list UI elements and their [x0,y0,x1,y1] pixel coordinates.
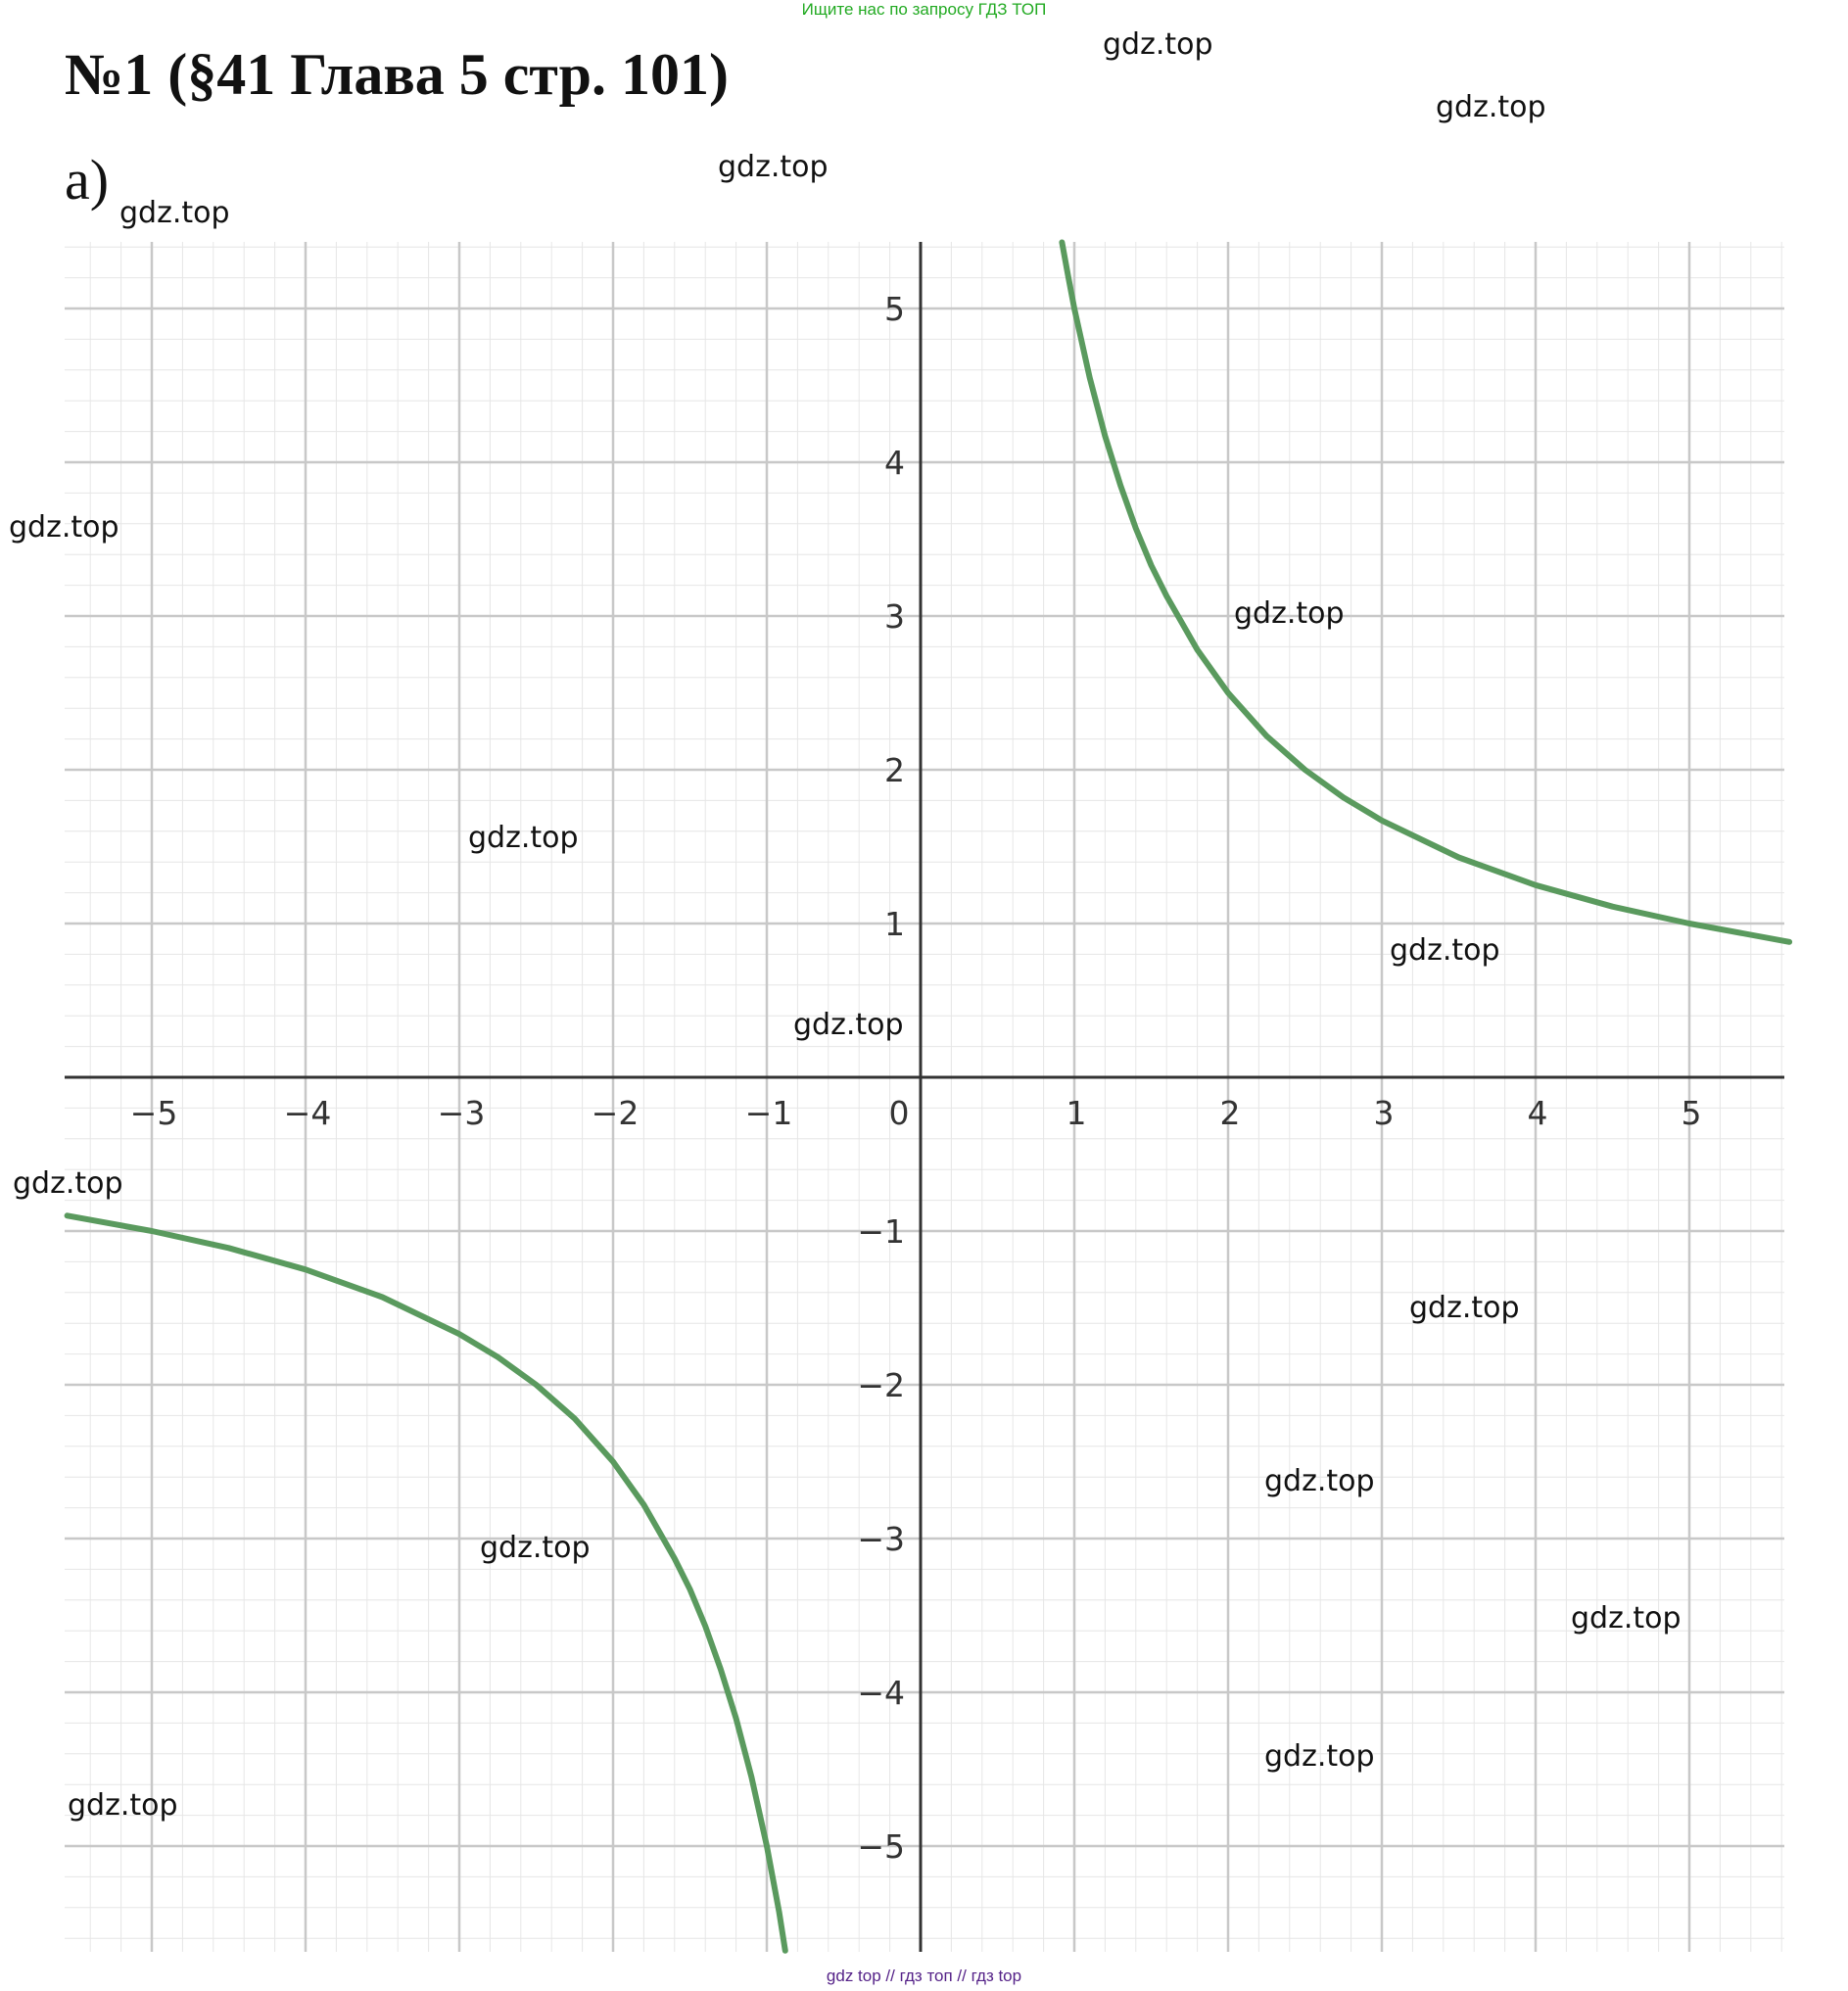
watermark: gdz.top [718,150,829,184]
watermark: gdz.top [68,1788,178,1823]
x-tick-label: −4 [284,1094,332,1132]
watermark: gdz.top [1234,596,1345,631]
x-tick-label: 4 [1528,1094,1548,1132]
x-tick-label: 5 [1682,1094,1702,1132]
x-tick-label: −1 [745,1094,793,1132]
hyperbola-branch-left [64,1212,788,1954]
hyperbola-branch-right [1059,239,1793,945]
part-label: а) [65,148,110,212]
watermark: gdz.top [13,1166,123,1201]
y-tick-label: 3 [884,597,905,636]
watermark: gdz.top [1264,1464,1375,1498]
y-tick-label: −4 [857,1674,905,1712]
y-tick-label: −1 [857,1212,905,1251]
major-grid [65,242,1784,1952]
x-tick-label: −3 [438,1094,486,1132]
watermark: gdz.top [1390,933,1500,968]
watermark: gdz.top [480,1531,591,1565]
watermark: gdz.top [9,510,119,545]
y-tick-label: 4 [884,444,905,482]
bottom-note: gdz top // гдз топ // гдз top [826,1967,1022,1985]
watermark: gdz.top [1436,90,1546,124]
top-note: Ищите нас по запросу ГДЗ ТОП [801,0,1047,19]
x-tick-label: −5 [130,1094,178,1132]
axes [65,242,1784,1952]
x-tick-label: 0 [889,1094,910,1132]
curves [64,239,1793,1954]
watermark: gdz.top [1264,1739,1375,1774]
x-tick-label: 3 [1374,1094,1395,1132]
watermark: gdz.top [793,1008,904,1042]
y-tick-label: 2 [884,751,905,789]
y-tick-label: −3 [857,1520,905,1558]
page-title: №1 (§41 Глава 5 стр. 101) [65,42,729,107]
minor-grid [65,242,1784,1952]
x-tick-label: 1 [1066,1094,1087,1132]
tick-labels: −5 −4 −3 −2 −1 0 1 2 3 4 5 5 4 3 2 1 −1 −2 −3 −4 −5 [130,290,1702,1866]
watermark: gdz.top [1571,1601,1682,1635]
y-tick-label: 5 [884,290,905,328]
x-tick-label: −2 [592,1094,640,1132]
y-tick-label: 1 [884,905,905,943]
y-tick-label: −5 [857,1827,905,1866]
watermark: gdz.top [119,196,230,230]
x-tick-label: 2 [1220,1094,1241,1132]
watermark: gdz.top [1409,1291,1520,1325]
watermark: gdz.top [1103,27,1213,62]
watermark: gdz.top [468,821,579,855]
y-tick-label: −2 [857,1366,905,1404]
